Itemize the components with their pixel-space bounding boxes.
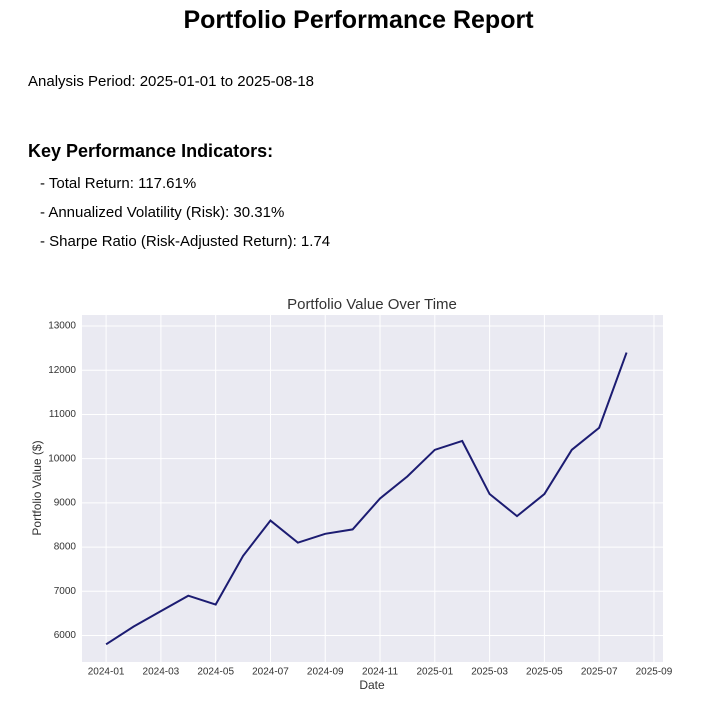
period: Analysis Period: 2025-01-01 to 2025-08-1… xyxy=(28,73,315,90)
x-tick-label: 2024-03 xyxy=(143,667,180,678)
x-tick-label: 2024-05 xyxy=(197,667,234,678)
y-tick-label: 6000 xyxy=(54,630,77,641)
chart: Portfolio Value Over Time Date Portfolio… xyxy=(30,296,673,692)
x-tick-label: 2024-01 xyxy=(88,667,125,678)
x-tick-label: 2024-09 xyxy=(307,667,344,678)
y-tick-label: 7000 xyxy=(54,586,77,597)
chart-title: Portfolio Value Over Time xyxy=(287,296,457,313)
y-tick-label: 13000 xyxy=(48,321,76,332)
kpi-heading: Key Performance Indicators: xyxy=(28,141,274,161)
y-tick-label: 10000 xyxy=(48,453,76,464)
line xyxy=(105,352,628,646)
x-tick-label: 2024-11 xyxy=(362,667,398,678)
plot-area xyxy=(82,315,663,662)
kpi: - Total Return: 117.61% xyxy=(40,175,197,192)
x-tick-label: 2025-09 xyxy=(636,667,673,678)
x-axis-label: Date xyxy=(359,678,385,692)
x-tick-label: 2025-03 xyxy=(471,667,508,678)
x-tick-label: 2025-05 xyxy=(526,667,563,678)
x-tick-label: 2024-07 xyxy=(252,667,289,678)
kpi: - Sharpe Ratio (Risk-Adjusted Return): 1… xyxy=(40,233,331,250)
x-tick-label: 2025-01 xyxy=(416,667,453,678)
y-tick-label: 8000 xyxy=(54,542,77,553)
x-tick-label: 2025-07 xyxy=(581,667,618,678)
kpi: - Annualized Volatility (Risk): 30.31% xyxy=(40,204,285,221)
y-axis-label: Portfolio Value ($) xyxy=(30,440,44,535)
y-tick-label: 12000 xyxy=(48,365,76,376)
y-tick-label: 9000 xyxy=(54,498,77,509)
y-tick-label: 11000 xyxy=(49,409,77,420)
report-title: Portfolio Performance Report xyxy=(183,6,534,34)
